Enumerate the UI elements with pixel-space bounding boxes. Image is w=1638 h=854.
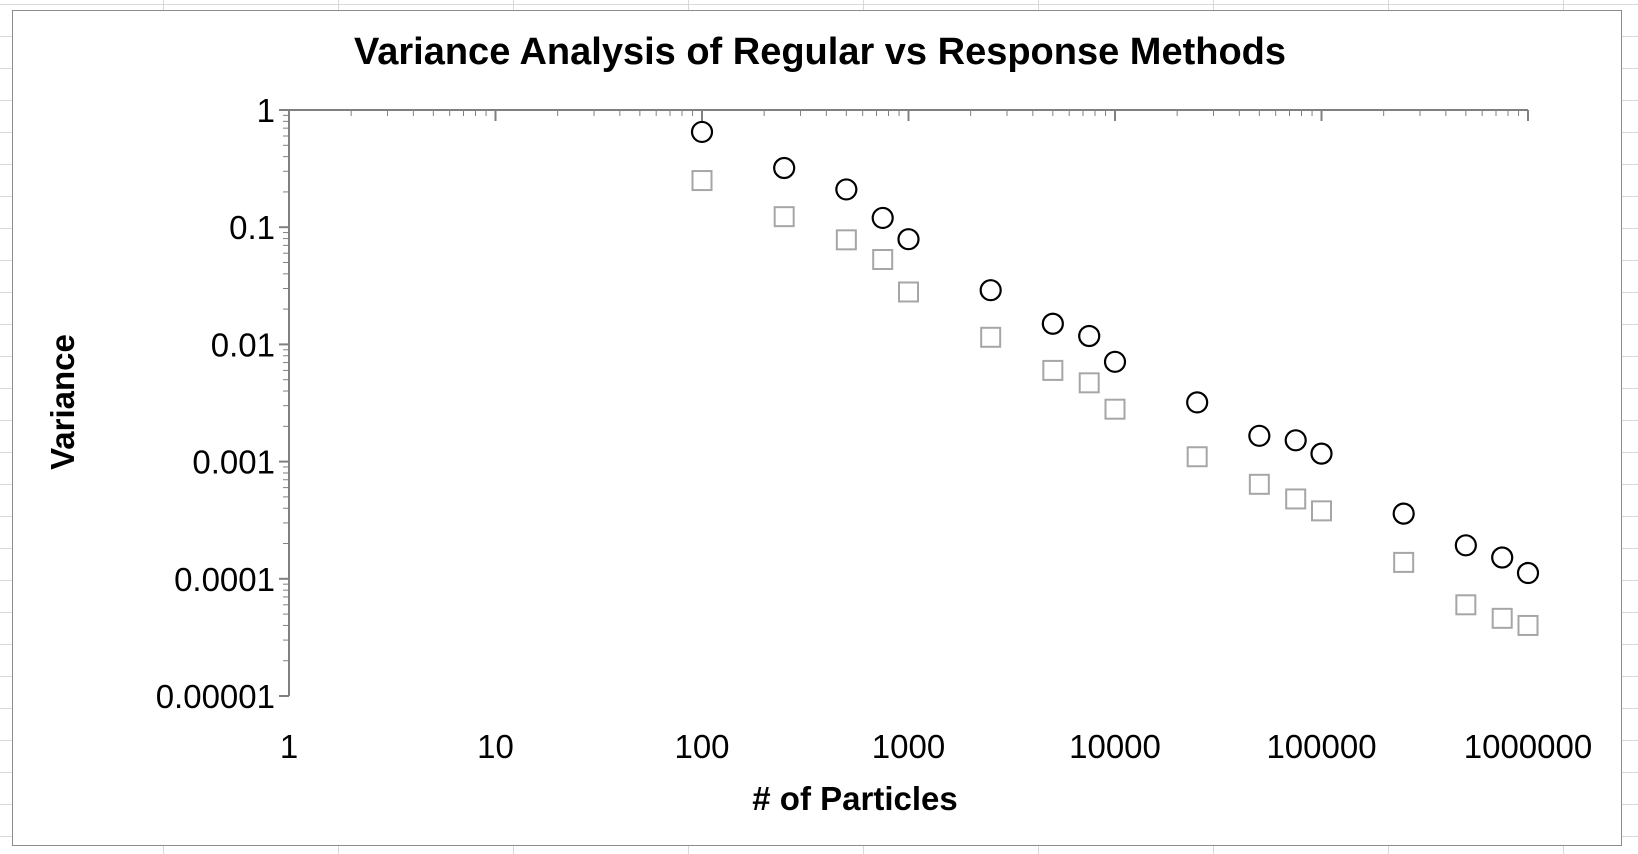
circle-point <box>1186 391 1209 414</box>
square-point <box>691 170 713 192</box>
circle-point <box>1454 534 1477 557</box>
x-tick-label: 10 <box>477 728 514 765</box>
circle-point <box>979 279 1002 302</box>
circle-point <box>871 206 894 230</box>
square-point <box>898 281 919 303</box>
axes <box>279 109 1529 697</box>
square-point <box>1042 359 1064 381</box>
y-tick-labels: 1 0.1 0.01 0.001 0.0001 0.00001 <box>156 92 275 715</box>
x-tick-label: 10000 <box>1069 728 1161 765</box>
square-point <box>1517 614 1539 636</box>
circle-point <box>1041 312 1064 335</box>
circle-point <box>1516 561 1540 585</box>
x-tick-label: 100000 <box>1266 728 1376 765</box>
circle-point <box>1284 429 1307 452</box>
square-point <box>1248 473 1270 495</box>
circle-point <box>897 228 920 251</box>
series-1 <box>690 120 1540 585</box>
square-point <box>1393 551 1415 573</box>
square-point <box>835 229 857 251</box>
square-point <box>1491 607 1513 629</box>
x-tick-label: 1 <box>280 728 298 765</box>
plot-series <box>690 120 1540 636</box>
x-axis-title: # of Particles <box>752 780 957 817</box>
x-tick-label: 1000000 <box>1464 728 1592 765</box>
square-point <box>980 326 1002 348</box>
circle-point <box>1392 502 1415 525</box>
square-point <box>872 249 894 271</box>
y-tick-label: 0.00001 <box>156 678 275 715</box>
square-point <box>1104 398 1126 420</box>
chart-area[interactable] <box>12 10 1622 846</box>
x-tick-label: 1000 <box>872 728 945 765</box>
y-tick-label: 1 <box>257 92 275 129</box>
circle-point <box>773 156 796 180</box>
circle-point <box>835 178 858 201</box>
circle-point <box>1248 424 1271 447</box>
y-tick-label: 0.001 <box>192 444 275 481</box>
square-point <box>1078 372 1100 394</box>
square-point <box>1285 488 1307 510</box>
chart-title: Variance Analysis of Regular vs Response… <box>354 31 1286 73</box>
series-2 <box>691 170 1539 636</box>
circle-point <box>1310 442 1333 465</box>
circle-point <box>690 120 714 144</box>
circle-point <box>1078 324 1101 348</box>
y-tick-label: 0.1 <box>229 209 275 246</box>
circle-point <box>1491 546 1514 569</box>
square-point <box>1186 446 1208 468</box>
y-tick-label: 0.01 <box>211 326 275 363</box>
square-point <box>1311 500 1332 522</box>
y-axis-title: Variance <box>44 334 81 470</box>
x-tick-labels: 1 10 100 1000 10000 100000 1000000 <box>280 728 1592 765</box>
circle-point <box>1103 350 1127 373</box>
square-point <box>1455 594 1477 616</box>
square-point <box>773 206 795 228</box>
y-tick-label: 0.0001 <box>174 561 275 598</box>
x-tick-label: 100 <box>674 728 729 765</box>
